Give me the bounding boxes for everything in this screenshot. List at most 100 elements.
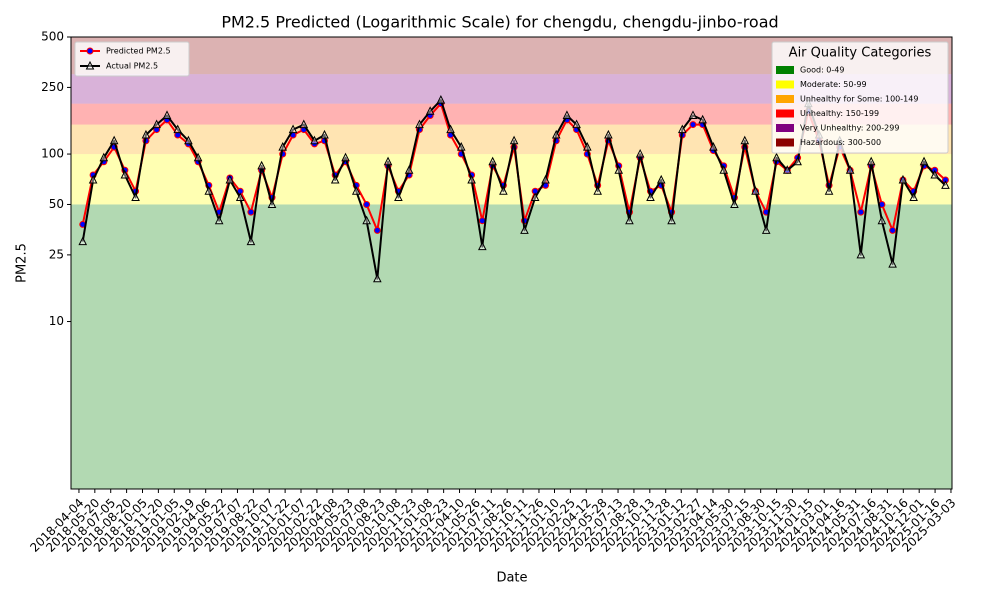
predicted-marker — [889, 226, 897, 234]
actual-marker — [709, 142, 718, 151]
legend-label: Predicted PM2.5 — [106, 47, 171, 56]
predicted-marker — [373, 226, 381, 234]
legend-box — [74, 41, 190, 77]
actual-marker — [415, 119, 424, 129]
actual-marker — [930, 169, 940, 179]
legend-label: Very Unhealthy: 200-299 — [800, 124, 899, 133]
legend-swatch — [776, 138, 794, 147]
aqi-band — [71, 154, 952, 205]
actual-marker — [131, 192, 140, 202]
actual-marker — [625, 215, 634, 225]
legend-label: Moderate: 50-99 — [800, 80, 867, 89]
legend-label: Unhealthy for Some: 100-149 — [800, 95, 918, 104]
actual-marker — [383, 156, 393, 166]
plot-frame — [70, 36, 953, 490]
y-axis-label: PM2.5 — [15, 243, 30, 283]
actual-marker — [888, 259, 897, 268]
actual-marker — [919, 156, 929, 166]
actual-marker — [530, 192, 540, 202]
actual-marker — [362, 215, 371, 225]
actual-marker — [162, 110, 172, 119]
actual-marker — [509, 135, 519, 145]
actual-marker — [141, 129, 151, 139]
actual-marker — [909, 192, 918, 202]
y-tick-label: 25 — [49, 247, 64, 261]
actual-marker — [320, 129, 329, 139]
actual-marker — [184, 135, 193, 145]
actual-marker — [288, 124, 298, 134]
actual-marker — [499, 186, 508, 195]
actual-marker — [877, 215, 887, 225]
predicted-marker — [857, 208, 865, 216]
actual-marker — [99, 152, 109, 162]
legend-marker — [86, 47, 94, 55]
actual-marker — [898, 174, 908, 184]
x-axis-label: Date — [496, 571, 527, 586]
actual-marker — [677, 124, 687, 134]
legend-label: Actual PM2.5 — [106, 62, 158, 71]
actual-marker — [341, 152, 350, 162]
actual-marker — [761, 225, 771, 234]
actual-marker — [310, 135, 319, 145]
actual-marker — [582, 142, 592, 151]
legend-swatch — [776, 80, 794, 89]
predicted-marker — [941, 176, 949, 184]
predicted-marker — [153, 126, 161, 134]
actual-marker — [646, 192, 655, 202]
predicted-marker — [247, 208, 255, 216]
actual-marker — [856, 249, 866, 259]
actual-marker — [467, 174, 476, 184]
actual-marker — [698, 114, 707, 124]
actual-marker — [173, 124, 183, 134]
y-tick-label: 100 — [41, 147, 64, 161]
actual-marker — [152, 119, 161, 129]
actual-marker — [520, 225, 529, 234]
aqi-band — [71, 204, 952, 489]
actual-marker — [278, 142, 288, 151]
actual-marker — [562, 110, 572, 119]
actual-marker — [204, 186, 214, 195]
actual-marker — [772, 152, 781, 162]
actual-marker — [488, 156, 497, 166]
predicted-marker — [174, 131, 182, 139]
actual-marker — [257, 160, 266, 170]
actual-marker — [551, 129, 561, 139]
legend-marker — [85, 60, 95, 70]
actual-marker — [593, 186, 602, 195]
actual-marker — [120, 169, 130, 179]
legend-swatch — [776, 95, 794, 103]
actual-marker — [88, 174, 98, 184]
actual-marker — [656, 174, 666, 184]
y-tick-label: 500 — [41, 30, 64, 44]
actual-marker — [214, 215, 224, 225]
legend-label: Unhealthy: 150-199 — [800, 109, 879, 118]
actual-marker — [404, 165, 414, 174]
actual-marker — [793, 156, 802, 166]
actual-marker — [267, 199, 277, 208]
y-tick-label: 250 — [41, 80, 64, 94]
actual-marker — [541, 174, 550, 184]
actual-marker — [478, 241, 487, 251]
actual-marker — [614, 165, 624, 174]
actual-marker — [78, 236, 88, 246]
actual-marker — [299, 119, 309, 129]
actual-marker — [456, 142, 466, 151]
legend-box — [771, 41, 949, 154]
actual-marker — [824, 186, 834, 195]
actual-marker — [394, 192, 403, 202]
actual-marker — [740, 135, 750, 145]
aqi-band — [71, 103, 952, 125]
actual-marker — [782, 165, 792, 174]
actual-marker — [425, 106, 435, 115]
legend-swatch — [776, 109, 794, 118]
actual-marker — [845, 165, 855, 174]
actual-marker — [446, 124, 455, 134]
actual-marker — [688, 110, 698, 119]
actual-marker — [436, 94, 446, 104]
actual-marker — [730, 199, 739, 208]
actual-marker — [604, 129, 613, 139]
actual-marker — [351, 186, 361, 195]
actual-marker — [866, 156, 876, 166]
actual-marker — [109, 135, 119, 145]
y-tick-label: 50 — [49, 197, 64, 211]
